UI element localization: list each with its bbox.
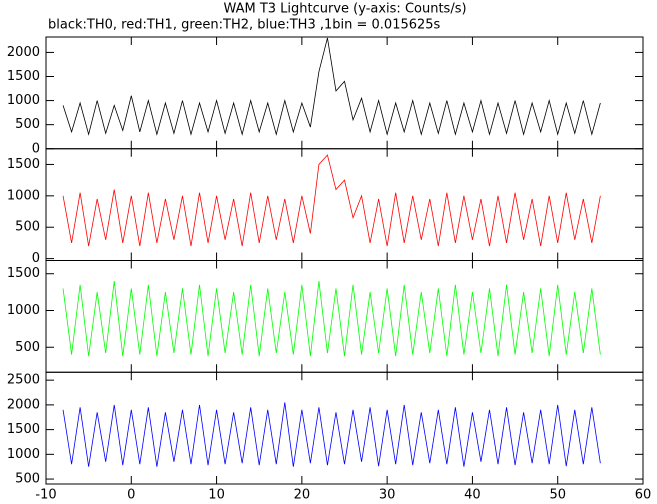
y-tick-label: 1000: [7, 93, 40, 108]
lightcurve: [62, 37, 601, 136]
y-tick-label: 1500: [7, 157, 40, 172]
y-tick-label: 1000: [7, 303, 40, 318]
x-tick-label: 0: [127, 488, 135, 503]
y-tick-label: 0: [32, 251, 40, 266]
lightcurve: [62, 281, 601, 357]
x-tick-label: 60: [635, 488, 652, 503]
y-tick-label: 500: [15, 117, 40, 132]
y-tick-label: 1500: [7, 69, 40, 84]
chart-subtitle: black:TH0, red:TH1, green:TH2, blue:TH3 …: [48, 18, 441, 33]
panel-frame: [45, 36, 644, 150]
x-tick-label: -10: [35, 488, 56, 503]
x-tick-label: 10: [208, 488, 225, 503]
x-tick-label: 20: [294, 488, 311, 503]
lightcurve: [62, 154, 601, 247]
y-tick-label: 1000: [7, 188, 40, 203]
y-tick-label: 1500: [7, 266, 40, 281]
y-tick-label: 500: [15, 220, 40, 235]
panel-frame: [45, 371, 644, 485]
y-tick-label: 2000: [7, 45, 40, 60]
x-tick-label: 50: [549, 488, 566, 503]
panel-frame: [45, 148, 644, 261]
y-tick-label: 0: [32, 141, 40, 156]
y-tick-label: 2000: [7, 397, 40, 412]
y-tick-label: 2500: [7, 373, 40, 388]
y-tick-label: 500: [15, 340, 40, 355]
y-tick-label: 500: [15, 472, 40, 487]
lightcurve: [62, 402, 601, 467]
x-tick-label: 40: [464, 488, 481, 503]
y-tick-label: 1000: [7, 447, 40, 462]
chart-title: WAM T3 Lightcurve (y-axis: Counts/s): [223, 2, 466, 17]
y-tick-label: 1500: [7, 422, 40, 437]
x-tick-label: 30: [379, 488, 396, 503]
